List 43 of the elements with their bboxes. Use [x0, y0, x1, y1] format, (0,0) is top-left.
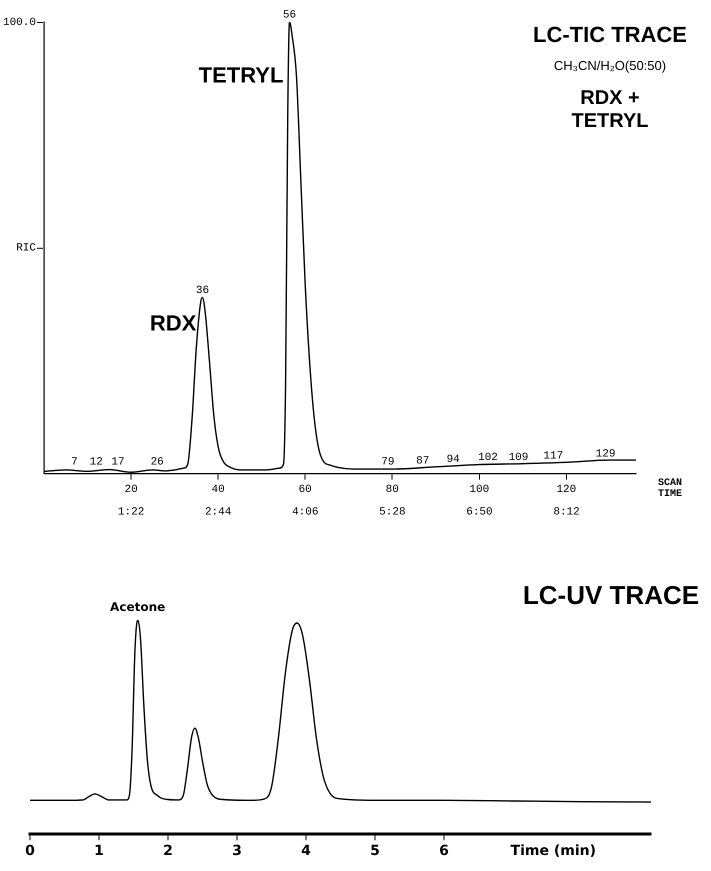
x-tick-label: 20 — [124, 484, 138, 496]
annotation: 94 — [446, 454, 460, 466]
x2-tick-label: 6:50 — [466, 506, 493, 518]
x-tick-label: 120 — [556, 484, 576, 496]
x-tick-label: 80 — [386, 484, 399, 496]
annotation: RDX + TETRYL — [570, 87, 650, 133]
annotation: RDX — [150, 310, 197, 336]
x-tick-label: 40 — [212, 484, 225, 496]
annotation: 56 — [282, 9, 296, 22]
annotation: 102 — [478, 452, 498, 464]
annotation: 12 — [90, 456, 103, 468]
x2-tick-label: 1:22 — [118, 506, 144, 518]
annotation: 7 — [71, 456, 78, 468]
annotation: 109 — [508, 452, 528, 464]
x2-tick-label: 5:28 — [379, 506, 406, 518]
x-tick-label: 60 — [298, 484, 312, 496]
x-tick-label: 3 — [232, 843, 242, 860]
x-tick-label: 2 — [163, 843, 173, 860]
chart-title: LC-UV TRACE — [522, 580, 700, 611]
x-tick-label: 1 — [94, 843, 104, 860]
x-tick-label: 0 — [25, 843, 36, 860]
annotation: 17 — [111, 456, 125, 468]
x-axis-title: SCAN TIME — [658, 478, 682, 500]
annotation: 79 — [381, 456, 394, 468]
x-tick-label: 4 — [301, 843, 312, 860]
x-tick-label: 6 — [439, 843, 449, 860]
x2-tick-label: 2:44 — [204, 506, 232, 518]
x-tick-label: 100 — [469, 484, 490, 496]
annotation: 36 — [196, 284, 210, 297]
x2-tick-label: 4:06 — [292, 506, 318, 518]
x2-tick-label: 8:12 — [553, 506, 580, 518]
annotation: 129 — [596, 448, 616, 460]
annotation: 26 — [150, 456, 164, 468]
annotation: Acetone — [110, 600, 166, 614]
text: 100.0 — [2, 16, 36, 29]
y-axis-title: RIC — [16, 242, 36, 255]
annotation: 117 — [543, 450, 564, 463]
annotation: 87 — [416, 456, 430, 468]
annotation: TETRYL — [198, 62, 284, 88]
text: CH₃CN/H₂O(50:50) — [552, 58, 668, 73]
x-axis-title: Time (min) — [510, 842, 596, 859]
chart-title: LC-TIC TRACE — [532, 22, 688, 48]
x-tick-label: 5 — [370, 843, 380, 860]
